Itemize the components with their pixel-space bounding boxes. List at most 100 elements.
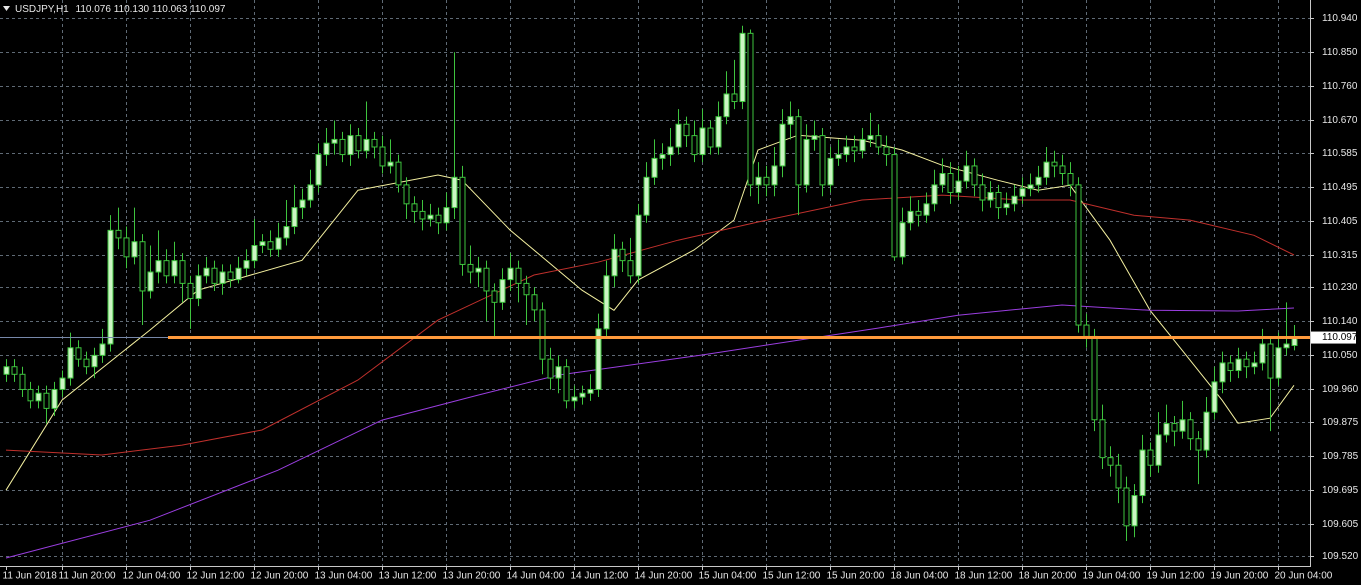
candle-body xyxy=(795,116,802,186)
candle-body xyxy=(491,290,498,303)
candle-body xyxy=(451,176,458,209)
candle-body xyxy=(339,138,346,156)
candle-body xyxy=(355,135,362,152)
x-tick-label: 11 Jun 20:00 xyxy=(59,571,117,582)
candle-body xyxy=(1075,184,1082,326)
candle-body xyxy=(899,222,906,258)
candle-body xyxy=(243,260,250,269)
candle-body xyxy=(699,127,706,156)
candle-body xyxy=(275,237,282,250)
candle-body xyxy=(611,248,618,277)
candle-body xyxy=(435,214,442,224)
candle-body xyxy=(115,229,122,239)
candle-body xyxy=(1251,362,1258,368)
candle-body xyxy=(1011,195,1018,205)
candles xyxy=(3,25,1298,541)
candle-body xyxy=(35,392,42,402)
candle-body xyxy=(803,138,810,186)
candle-body xyxy=(371,138,378,148)
candle-body xyxy=(27,388,34,402)
x-tick-label: 15 Jun 04:00 xyxy=(699,571,757,582)
candle-body xyxy=(179,260,186,284)
candle-body xyxy=(83,358,90,368)
candle-body xyxy=(1187,419,1194,440)
candle-body xyxy=(547,358,554,379)
candle-body xyxy=(747,32,754,186)
candle-body xyxy=(779,123,786,167)
candle-body xyxy=(283,226,290,239)
candle-body xyxy=(539,309,546,360)
candle-body xyxy=(843,146,850,156)
candle-body xyxy=(155,260,162,273)
candle-body xyxy=(139,241,146,292)
candle-body xyxy=(1155,434,1162,466)
moving-average xyxy=(5,134,1295,491)
candle-body xyxy=(1227,362,1234,372)
candle-body xyxy=(411,203,418,212)
candle-body xyxy=(163,260,170,277)
candle-body xyxy=(715,116,722,148)
candle-body xyxy=(1235,358,1242,372)
candle-body xyxy=(531,294,538,311)
candle-body xyxy=(171,260,178,277)
x-tick-label: 14 Jun 04:00 xyxy=(507,571,565,582)
y-tick-label: 110.140 xyxy=(1322,316,1358,327)
y-tick-label: 109.520 xyxy=(1322,551,1359,562)
candle-body xyxy=(891,154,898,258)
y-tick-label: 110.760 xyxy=(1322,81,1358,92)
candle-body xyxy=(299,199,306,209)
candle-body xyxy=(1003,203,1010,209)
candle-body xyxy=(107,229,114,345)
candle-body xyxy=(1027,184,1034,190)
menu-triangle[interactable] xyxy=(3,6,10,11)
candle-body xyxy=(443,207,450,224)
candle-body xyxy=(315,154,322,186)
candle-body xyxy=(467,263,474,273)
candle-body xyxy=(379,146,386,167)
x-tick-label: 18 Jun 04:00 xyxy=(891,571,949,582)
candle-body xyxy=(603,275,610,330)
candle-body xyxy=(59,377,66,390)
header-open: 110.076 xyxy=(76,4,112,15)
candle-body xyxy=(667,146,674,156)
y-tick-label: 110.850 xyxy=(1322,47,1358,58)
candle-body xyxy=(835,154,842,159)
y-tick-label: 110.940 xyxy=(1322,13,1358,24)
candle-body xyxy=(259,241,266,246)
candle-body xyxy=(1203,411,1210,451)
candle-body xyxy=(1283,343,1290,349)
candle-body xyxy=(771,165,778,186)
candle-body xyxy=(867,135,874,140)
candle-body xyxy=(979,184,986,201)
candle-body xyxy=(75,347,82,360)
candle-body xyxy=(1067,173,1074,186)
candle-body xyxy=(587,388,594,394)
candle-body xyxy=(883,146,890,156)
candle-body xyxy=(1259,343,1266,364)
x-tick-label: 15 Jun 20:00 xyxy=(827,571,885,582)
candle-body xyxy=(755,176,762,186)
candle-body xyxy=(1243,358,1250,368)
candle-body xyxy=(619,248,626,262)
candle-body xyxy=(947,173,954,193)
candle-body xyxy=(427,214,434,220)
candle-body xyxy=(483,267,490,292)
y-tick-label: 110.495 xyxy=(1322,182,1358,193)
x-tick-label: 19 Jun 20:00 xyxy=(1211,571,1269,582)
candle-body xyxy=(627,260,634,277)
candle-body xyxy=(419,210,426,220)
header-high: 110.130 xyxy=(114,4,150,15)
candle-body xyxy=(307,184,314,201)
candle-body xyxy=(1035,176,1042,186)
chart-header: USDJPY,H1 110.076 110.130 110.063 110.09… xyxy=(15,4,226,15)
x-tick-label: 18 Jun 12:00 xyxy=(955,571,1013,582)
y-tick-label: 110.585 xyxy=(1322,148,1358,159)
x-tick-label: 14 Jun 20:00 xyxy=(635,571,693,582)
candle-body xyxy=(1275,347,1282,379)
candle-body xyxy=(955,180,962,193)
candle-body xyxy=(67,347,74,379)
candle-body xyxy=(915,210,922,216)
candle-body xyxy=(395,161,402,186)
x-tick-label: 12 Jun 20:00 xyxy=(251,571,309,582)
